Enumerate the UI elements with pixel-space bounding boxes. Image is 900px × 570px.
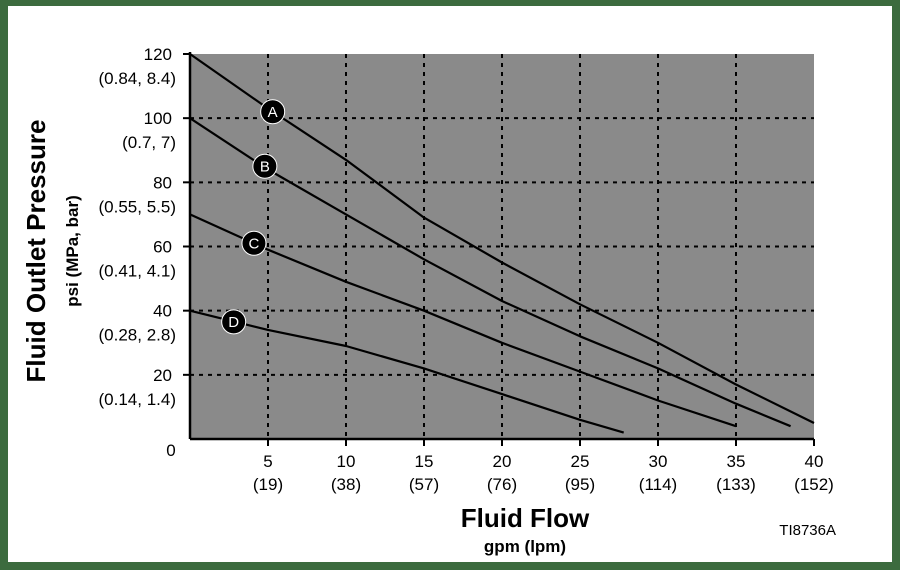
x-tick-labels: 0 5 (19) 10 (38) 15 (57) 20 (76) 25 (95) 30 (114) 35 (… (166, 441, 834, 494)
y-tick-label: 60 (153, 238, 172, 257)
x-tick-label: 20 (493, 452, 512, 471)
y-tick-sublabel: (0.41, 4.1) (99, 262, 177, 281)
series-lines (189, 53, 815, 434)
x-tick-sublabel: (38) (331, 475, 361, 494)
figure-code: TI8736A (779, 522, 836, 539)
x-tick-label: 5 (263, 452, 272, 471)
x-tick-label: 15 (415, 452, 434, 471)
x-axis-units: gpm (lpm) (484, 537, 566, 556)
x-tick-sublabel: (19) (253, 475, 283, 494)
series-label-c: C (249, 235, 260, 252)
y-tick-label: 120 (144, 45, 172, 64)
x-tick-label: 0 (166, 441, 175, 460)
y-axis-title: Fluid Outlet Pressure (21, 120, 51, 383)
axes (183, 52, 815, 446)
series-line-a (189, 53, 815, 424)
chart-frame: A B C D 0 5 (19) 10 (38) 15 (57) 20 (76) 25 (95) 30 (11… (8, 6, 892, 562)
y-tick-sublabel: (0.28, 2.8) (99, 326, 177, 345)
y-tick-labels: 20 (0.14, 1.4) 40 (0.28, 2.8) 60 (0.41, 4.1) 8… (99, 45, 177, 409)
series-label-d: D (228, 314, 239, 331)
x-axis-title: Fluid Flow (461, 503, 590, 533)
y-tick-label: 40 (153, 302, 172, 321)
x-tick-sublabel: (114) (639, 475, 677, 494)
series-marker-d (221, 309, 247, 335)
y-tick-label: 100 (144, 109, 172, 128)
x-tick-label: 35 (727, 452, 746, 471)
series-label-b: B (260, 158, 270, 175)
x-tick-sublabel: (57) (409, 475, 439, 494)
x-tick-sublabel: (76) (487, 475, 517, 494)
series-label-a: A (268, 104, 278, 121)
y-tick-sublabel: (0.84, 8.4) (99, 69, 177, 88)
series-marker-b (252, 153, 278, 179)
x-tick-sublabel: (133) (716, 475, 756, 494)
x-tick-label: 30 (649, 452, 668, 471)
series-marker-c (241, 230, 267, 256)
series-markers: A B C D (221, 99, 286, 335)
x-tick-label: 25 (571, 452, 590, 471)
series-line-b (189, 117, 792, 428)
pressure-flow-chart: A B C D 0 5 (19) 10 (38) 15 (57) 20 (76) 25 (95) 30 (11… (21, 45, 836, 556)
series-marker-a (260, 99, 286, 125)
y-tick-sublabel: (0.7, 7) (122, 133, 176, 152)
x-tick-sublabel: (95) (565, 475, 595, 494)
y-tick-sublabel: (0.14, 1.4) (99, 390, 177, 409)
x-tick-sublabel: (152) (794, 475, 834, 494)
y-tick-sublabel: (0.55, 5.5) (99, 197, 177, 216)
y-tick-label: 80 (153, 173, 172, 192)
y-tick-label: 20 (153, 366, 172, 385)
series-line-c (189, 213, 737, 428)
x-tick-label: 40 (805, 452, 824, 471)
y-axis-units: psi (MPa, bar) (63, 195, 82, 306)
series-line-d (189, 309, 625, 434)
x-tick-label: 10 (337, 452, 356, 471)
